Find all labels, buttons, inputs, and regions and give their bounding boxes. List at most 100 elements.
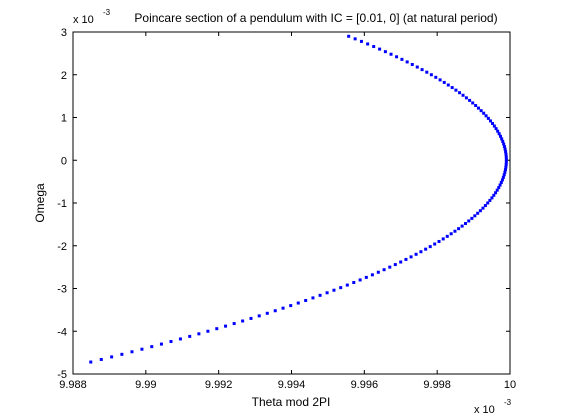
x-tick-label: 9.99 — [135, 379, 156, 391]
data-point — [428, 245, 432, 249]
data-point — [488, 198, 492, 202]
data-point — [482, 111, 486, 115]
data-point — [502, 145, 506, 149]
data-point — [140, 347, 144, 351]
data-point — [382, 268, 386, 272]
data-point — [481, 206, 485, 210]
data-point — [110, 355, 114, 359]
axes-box — [72, 31, 511, 375]
data-point — [476, 211, 480, 215]
data-point — [364, 275, 368, 279]
data-point — [454, 88, 458, 92]
data-point — [457, 227, 461, 231]
data-point — [393, 263, 397, 267]
data-point — [463, 222, 467, 226]
y-tick-label: -5 — [57, 369, 67, 381]
data-point — [484, 114, 488, 118]
data-point — [495, 188, 499, 192]
data-point — [498, 134, 502, 138]
data-point — [383, 50, 387, 54]
y-axis-label: Omega — [33, 183, 47, 223]
data-point — [461, 93, 465, 97]
data-point — [437, 239, 441, 243]
data-point — [241, 319, 245, 323]
data-point — [318, 293, 322, 297]
data-point — [438, 78, 442, 82]
data-point — [399, 260, 403, 264]
data-point — [188, 334, 192, 338]
data-point — [419, 250, 423, 254]
data-point — [504, 160, 508, 164]
y-tick-label: -2 — [57, 241, 67, 253]
data-point — [490, 121, 494, 125]
y-tick-label: 2 — [61, 70, 67, 82]
data-point — [215, 327, 219, 331]
data-point — [442, 80, 446, 84]
data-point — [257, 314, 261, 318]
data-point — [347, 34, 351, 38]
data-point — [478, 209, 482, 213]
data-point — [486, 116, 490, 120]
x-tick-label: 9.994 — [278, 379, 306, 391]
data-point — [504, 165, 508, 169]
data-point — [497, 186, 501, 190]
data-point — [450, 86, 454, 90]
data-point — [434, 75, 438, 79]
data-point — [150, 345, 154, 349]
data-point — [206, 329, 210, 333]
data-point — [499, 180, 503, 184]
data-point — [501, 139, 505, 143]
data-point — [498, 183, 502, 187]
y-tick-label: -1 — [57, 198, 67, 210]
data-point — [474, 104, 478, 108]
data-point — [503, 147, 507, 151]
data-point — [378, 47, 382, 51]
data-point — [501, 175, 505, 179]
data-point — [224, 324, 228, 328]
y-tick-label: 1 — [61, 113, 67, 125]
data-point — [159, 342, 163, 346]
data-point — [502, 173, 506, 177]
y-tick-label: -4 — [57, 326, 67, 338]
data-point — [502, 142, 506, 146]
x-axis-label: Theta mod 2PI — [252, 395, 331, 409]
data-point — [415, 65, 419, 69]
data-point — [169, 340, 173, 344]
y-tick-label: -3 — [57, 284, 67, 296]
data-point — [325, 291, 329, 295]
data-point — [358, 278, 362, 282]
x-exponent-power: -3 — [504, 398, 512, 407]
data-point — [395, 55, 399, 59]
x-tick-label: 9.996 — [351, 379, 379, 391]
data-point — [99, 357, 103, 361]
data-point — [453, 229, 457, 233]
data-point — [446, 83, 450, 87]
data-point — [496, 129, 500, 133]
data-point — [473, 214, 477, 218]
data-point — [265, 311, 269, 315]
data-point — [130, 350, 134, 354]
data-point — [429, 73, 433, 77]
data-point — [503, 168, 507, 172]
data-point — [359, 39, 363, 43]
data-point — [500, 178, 504, 182]
data-point — [441, 237, 445, 241]
data-point — [410, 62, 414, 66]
data-point — [89, 360, 93, 364]
data-point — [503, 170, 507, 174]
data-point — [296, 301, 300, 305]
data-point — [414, 252, 418, 256]
data-point — [490, 196, 494, 200]
x-axis-ticks: 9.988 9.99 9.992 9.994 9.996 9.998 10 — [59, 32, 516, 391]
data-point — [425, 70, 429, 74]
data-point — [433, 242, 437, 246]
data-point — [304, 298, 308, 302]
data-point — [311, 296, 315, 300]
chart-title: Poincare section of a pendulum with IC =… — [134, 11, 497, 25]
data-points — [89, 34, 508, 364]
data-point — [281, 306, 285, 310]
data-point — [483, 204, 487, 208]
data-point — [370, 273, 374, 277]
data-point — [178, 337, 182, 341]
